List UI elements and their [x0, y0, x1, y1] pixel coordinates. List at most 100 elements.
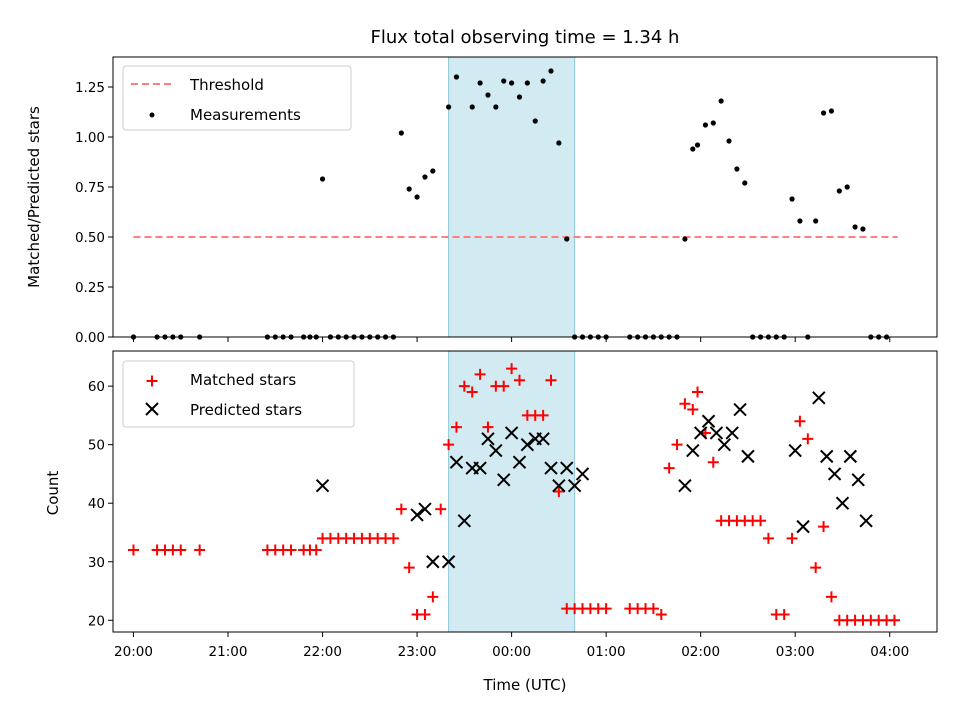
matched-star-point: [671, 439, 683, 451]
predicted-star-point: [835, 496, 850, 510]
x-tick-label: 02:00: [681, 644, 720, 660]
bottom-panel: 20 30 40 50 60 20:00 21:00 22:00 23:00 00:00 01:0…: [44, 350, 938, 694]
measurement-point: [540, 78, 546, 84]
matched-star-point: [888, 614, 900, 626]
matched-star-point: [419, 608, 431, 620]
matched-star-point: [443, 439, 455, 451]
x-tick-label: 04:00: [870, 644, 909, 660]
matched-star-point: [435, 503, 447, 515]
predicted-star-point: [497, 473, 511, 487]
matched-star-point: [762, 532, 774, 544]
matched-star-point: [506, 363, 518, 375]
legend-measurements-swatch: [149, 112, 155, 118]
matched-star-point: [778, 608, 790, 620]
x-tick-label: 22:00: [303, 644, 342, 660]
bottom-legend-box: [122, 360, 355, 428]
measurement-point: [414, 194, 420, 200]
matched-star-point: [553, 486, 565, 497]
matched-star-point: [498, 380, 510, 392]
measurement-point: [516, 94, 523, 100]
matched-star-point: [466, 386, 478, 398]
predicted-star-point: [701, 414, 716, 428]
matched-star-point: [450, 421, 462, 433]
predicted-star-point: [725, 426, 739, 440]
predicted-star-point: [512, 455, 527, 469]
predicted-star-point: [544, 461, 558, 475]
predicted-star-point: [788, 443, 802, 458]
measurement-point: [734, 166, 740, 172]
matched-star-point: [786, 532, 798, 544]
measurement-point: [564, 236, 570, 242]
predicted-star-point: [733, 402, 747, 417]
top-panel: 0.00 0.25 0.50 0.75 1.00 1.25 Matched/Predict…: [25, 56, 938, 346]
y-tick-label: 60: [88, 379, 105, 395]
matched-star-point: [825, 591, 837, 603]
matched-star-point: [755, 515, 767, 527]
legend-measurements-label: Measurements: [190, 106, 301, 124]
measurement-point: [398, 130, 404, 136]
predicted-star-point: [741, 449, 755, 464]
measurement-point: [789, 196, 795, 202]
predicted-star-point: [481, 432, 495, 446]
matched-star-point: [600, 603, 612, 615]
legend-predicted-swatch: [145, 402, 159, 416]
predicted-star-point: [820, 449, 834, 464]
measurement-point: [509, 80, 515, 86]
predicted-star-point: [449, 455, 464, 469]
predicted-star-point: [504, 426, 519, 440]
matched-star-point: [663, 462, 675, 474]
bottom-axes-frame: [112, 350, 938, 633]
highlight-span: [448, 56, 576, 338]
x-tick-label: 20:00: [114, 644, 153, 660]
measurement-point: [430, 168, 436, 174]
predicted-star-point: [315, 478, 330, 493]
x-axis-label: Time (UTC): [483, 676, 567, 694]
predicted-star-point: [489, 443, 503, 458]
matched-star-point: [513, 374, 525, 386]
chart-title: Flux total observing time = 1.34 h: [371, 27, 680, 48]
top-legend: Threshold Measurements: [122, 65, 352, 131]
measurement-point: [493, 104, 499, 110]
measurement-point: [742, 180, 748, 186]
legend-threshold-label: Threshold: [189, 76, 264, 94]
top-y-axis-label: Matched/Predicted stars: [25, 106, 43, 288]
measurement-point: [532, 118, 538, 124]
predicted-star-point: [575, 467, 590, 481]
measurement-point: [852, 224, 858, 230]
predicted-star-point: [796, 519, 810, 534]
bottom-y-axis-label: Count: [44, 471, 62, 516]
y-tick-label: 0.00: [75, 330, 105, 346]
y-tick-label: 30: [88, 555, 105, 571]
matched-star-point: [403, 562, 415, 574]
predicted-star-point: [560, 461, 574, 475]
measurement-point: [710, 120, 716, 126]
predicted-star-point: [693, 426, 708, 440]
predicted-star-point: [717, 437, 732, 452]
predicted-star-point: [827, 467, 842, 481]
matched-star-point: [818, 521, 830, 533]
measurement-point: [718, 98, 724, 104]
x-tick-label: 03:00: [776, 644, 815, 660]
y-tick-label: 0.75: [75, 180, 105, 196]
legend-matched-swatch: [146, 375, 158, 387]
matched-star-point: [545, 374, 557, 386]
matched-star-point: [395, 503, 407, 515]
measurement-point: [844, 184, 850, 190]
measurement-point: [702, 122, 708, 128]
measurement-point: [726, 138, 732, 144]
top-legend-box: [122, 65, 352, 131]
measurement-point: [556, 140, 562, 146]
measurement-point: [524, 80, 530, 86]
measurement-point: [469, 104, 475, 110]
x-tick-label: 21:00: [209, 644, 248, 660]
legend-predicted-label: Predicted stars: [190, 401, 302, 419]
predicted-star-point: [812, 391, 826, 405]
measurement-point: [797, 218, 803, 224]
legend-matched-label: Matched stars: [190, 371, 296, 389]
predicted-star-point: [678, 478, 692, 493]
y-tick-label: 1.25: [75, 80, 105, 96]
matched-star-point: [427, 591, 439, 603]
predicted-star-point: [473, 461, 487, 475]
predicted-star-point: [441, 555, 456, 569]
